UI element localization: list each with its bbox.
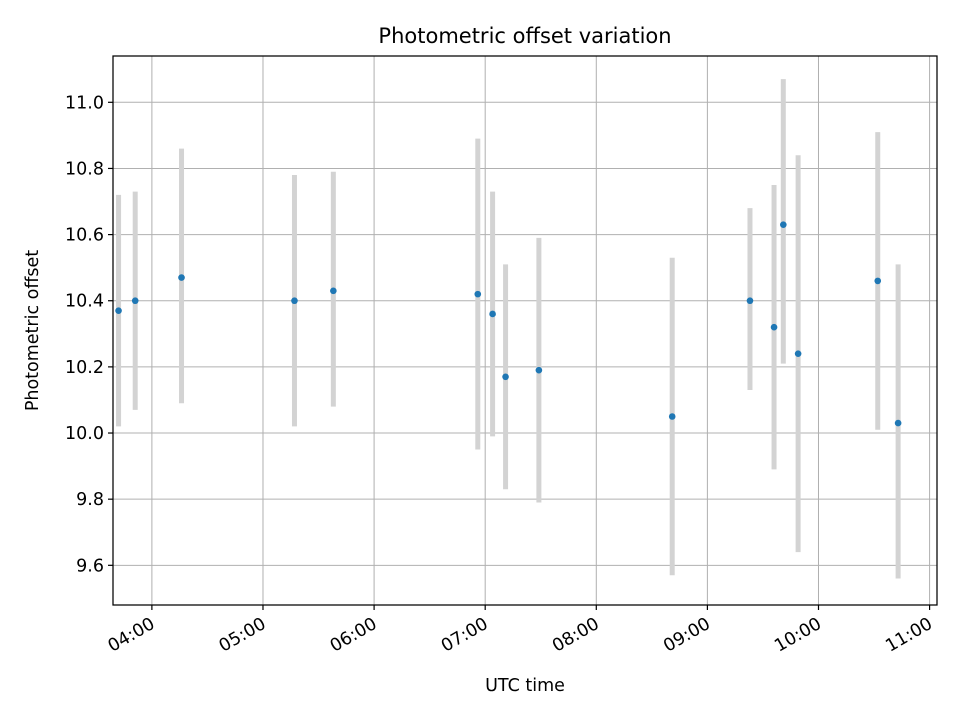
y-tick-label: 10.6 [65, 226, 104, 246]
y-tick-label: 10.8 [65, 159, 104, 179]
data-point [291, 297, 298, 305]
y-tick-label: 10.4 [65, 292, 104, 312]
data-point [780, 221, 787, 228]
data-point [131, 297, 139, 305]
y-tick-label: 9.6 [76, 556, 104, 576]
data-point [874, 277, 882, 285]
chart-title: Photometric offset variation [378, 24, 671, 48]
data-point [474, 290, 482, 298]
data-point [489, 310, 496, 318]
data-point [668, 413, 676, 420]
data-point [746, 297, 754, 305]
data-point [330, 287, 337, 295]
y-tick-label: 11.0 [65, 93, 104, 113]
data-point [115, 307, 122, 314]
y-tick-label: 10.2 [65, 358, 104, 378]
y-tick-label: 10.0 [65, 424, 104, 444]
data-point [502, 373, 509, 381]
y-tick-label: 9.8 [76, 490, 104, 510]
data-point [794, 350, 802, 357]
x-axis-title: UTC time [485, 676, 565, 696]
data-point [770, 323, 778, 331]
data-points [115, 221, 902, 427]
data-point [535, 366, 543, 374]
y-axis-title: Photometric offset [23, 250, 43, 411]
data-point [894, 419, 902, 427]
plot-frame [112, 55, 938, 606]
data-point [178, 274, 185, 281]
y-axis: 9.6 9.8 10.0 10.2 10.4 10.6 10.8 11.0 [65, 93, 113, 576]
